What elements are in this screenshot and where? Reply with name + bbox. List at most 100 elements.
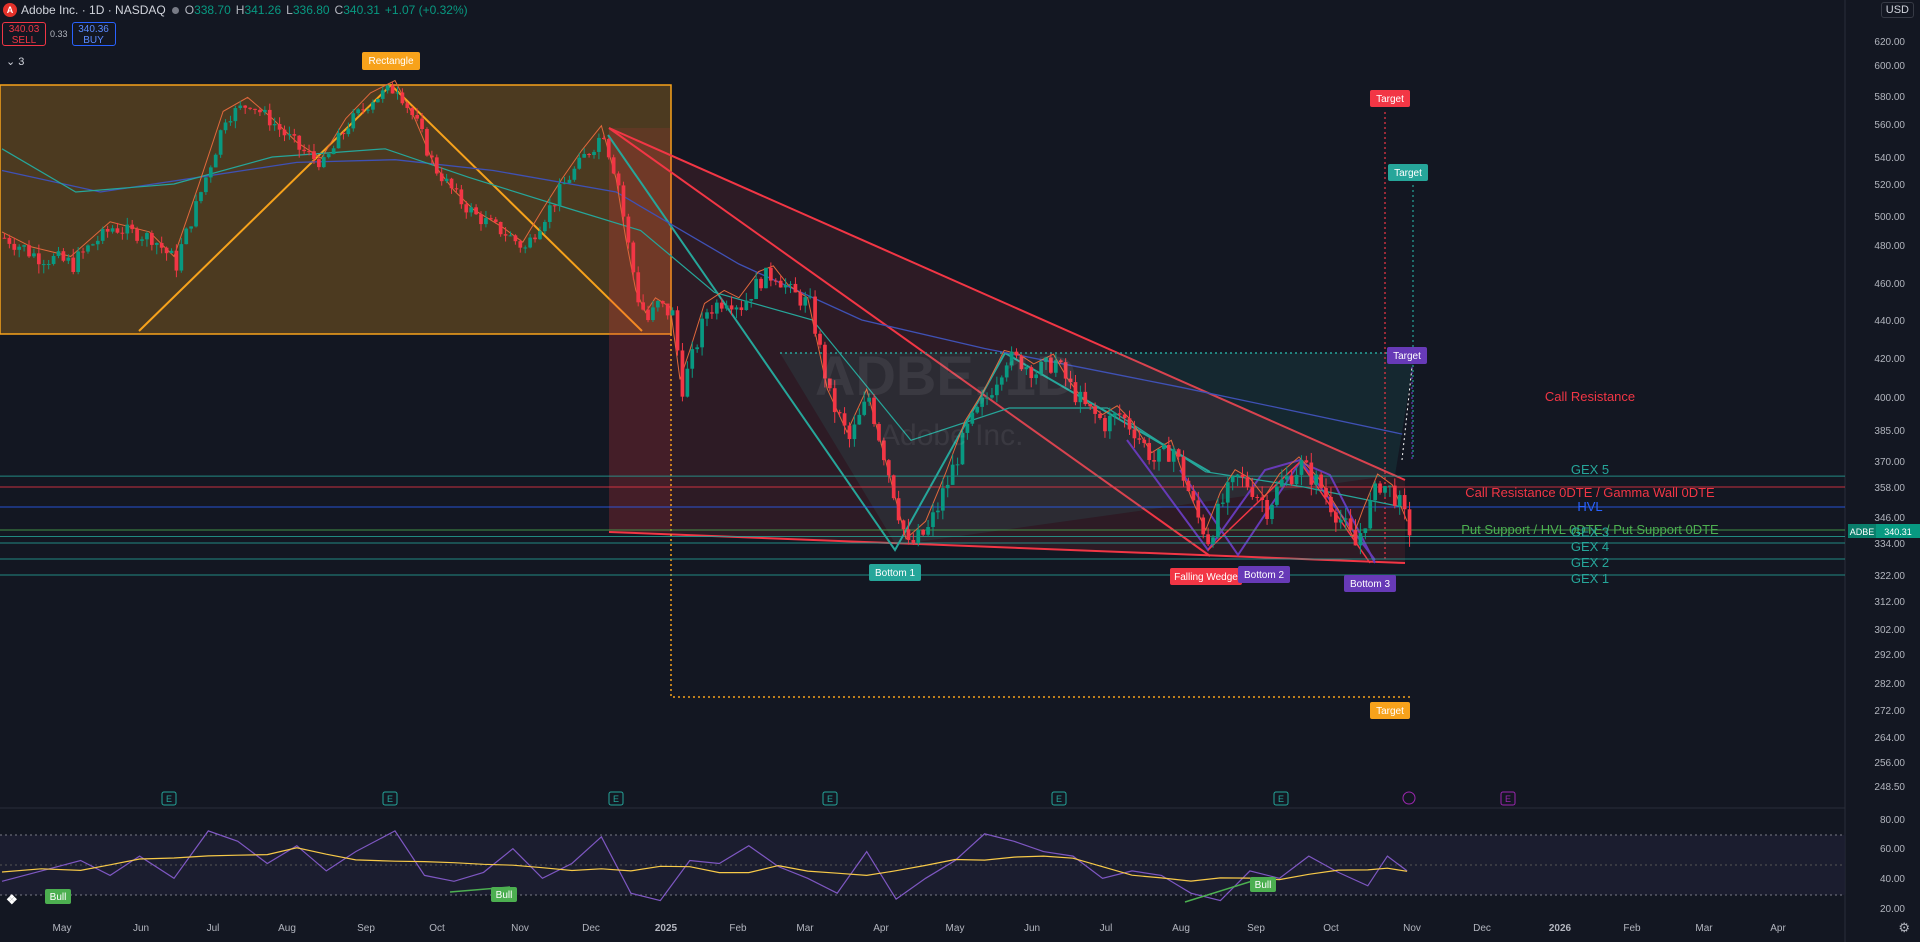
candle-body	[12, 243, 17, 250]
earnings-marker[interactable]	[161, 791, 177, 806]
candle-body	[1137, 438, 1142, 440]
candle-body	[405, 103, 410, 108]
wedge-lower	[608, 531, 1406, 564]
candle-body	[611, 157, 616, 174]
price-tick: 312.00	[1874, 597, 1905, 608]
falling-wedge-shade-a	[609, 128, 671, 532]
candle-body	[1132, 429, 1137, 439]
candle-body	[690, 349, 695, 369]
double-bottom-shade	[780, 353, 1415, 545]
candle-body	[1068, 378, 1073, 383]
tradingview-logo-icon[interactable]: ❖	[6, 892, 18, 907]
bull-label-3-bg	[1250, 877, 1276, 892]
candle-body	[1279, 479, 1284, 487]
candle-body	[936, 510, 940, 513]
earnings-marker[interactable]	[822, 791, 838, 806]
price-axis[interactable]: 620.00 600.00 580.00 560.00 540.00 520.00 500.…	[1874, 37, 1905, 793]
candle-body	[754, 278, 758, 300]
candle-body	[538, 231, 542, 240]
candle-body	[518, 241, 523, 248]
candle-body	[592, 151, 596, 156]
candle-body	[827, 378, 832, 389]
candle-body	[1402, 495, 1407, 510]
candle-body	[921, 529, 926, 535]
price-tick: 272.00	[1874, 706, 1905, 717]
candle-body	[488, 218, 493, 220]
candle-body	[985, 397, 989, 399]
candle-body	[208, 167, 213, 178]
candle-body	[1157, 448, 1161, 462]
candle-body	[336, 132, 341, 149]
symbol-title[interactable]: Adobe Inc. · 1D · NASDAQ	[21, 3, 166, 17]
chevron-down-icon: ⌄	[6, 56, 16, 68]
price-tick: 420.00	[1874, 354, 1905, 365]
candle-body	[17, 246, 22, 250]
currency-selector[interactable]: USD	[1880, 2, 1914, 18]
candle-body	[646, 309, 650, 321]
candle-body	[420, 118, 424, 130]
sell-button[interactable]: 340.03 SELL	[2, 22, 46, 46]
earnings-marker-label: E	[827, 794, 833, 804]
earnings-marker-label: E	[387, 794, 393, 804]
candle-body	[823, 344, 827, 379]
earnings-marker[interactable]	[1273, 791, 1289, 806]
candle-body	[1324, 488, 1328, 497]
candle-body	[508, 235, 513, 237]
price-tick: 302.00	[1874, 625, 1905, 636]
candle-body	[1255, 496, 1260, 498]
candle-body	[552, 205, 557, 207]
candle-body	[813, 296, 817, 334]
candle-body	[710, 312, 714, 314]
candle-body	[1338, 519, 1343, 523]
last-price-symbol-bg	[1848, 524, 1876, 538]
gear-icon[interactable]: ⚙	[1898, 920, 1910, 935]
candle-body	[852, 424, 857, 440]
candle-body	[1196, 500, 1201, 518]
bottom3-bg	[1344, 575, 1396, 592]
rsi-series	[1, 830, 1408, 902]
candle-body	[1019, 355, 1024, 370]
gex-levels: Call Resistance GEX 5 Call Resistance 0DTE…	[0, 389, 1845, 586]
candle-body	[764, 267, 768, 289]
candle-body	[479, 214, 483, 225]
candle-body	[1383, 486, 1387, 493]
ohlc-open: O338.70	[184, 3, 231, 17]
last-price-symbol: ADBE	[1850, 527, 1875, 537]
candle-body	[567, 179, 572, 184]
candle-body	[1235, 474, 1240, 477]
dividend-icon[interactable]	[1402, 791, 1416, 805]
time-axis[interactable]: May Jun Jul Aug Sep Oct Nov Dec 2025 Feb Mar Apr May…	[53, 923, 1787, 934]
candle-body	[1181, 456, 1186, 481]
candle-body	[149, 233, 154, 245]
candle-body	[498, 221, 503, 235]
earnings-marker[interactable]	[1051, 791, 1067, 806]
earnings-marker[interactable]	[608, 791, 624, 806]
candle-body	[1103, 418, 1107, 432]
candle-body	[32, 253, 36, 257]
candle-body	[1186, 480, 1191, 492]
candle-body	[184, 228, 189, 245]
rsi-ma-line	[1, 847, 1408, 882]
spread-value: 0.33	[50, 29, 68, 39]
candle-body	[223, 122, 228, 131]
indicator-toggle[interactable]: ⌄ 3	[6, 55, 24, 68]
candle-body	[218, 130, 223, 155]
price-tick: 400.00	[1874, 393, 1905, 404]
candle-body	[523, 247, 528, 249]
rsi-tick: 20.00	[1880, 904, 1905, 915]
candle-body	[1240, 474, 1245, 478]
earnings-marker[interactable]	[1500, 791, 1516, 806]
candle-body	[1343, 518, 1348, 520]
purple-target-bg	[1387, 347, 1427, 364]
earnings-marker[interactable]	[382, 791, 398, 806]
candle-body	[793, 283, 798, 293]
buy-price: 340.36	[78, 24, 109, 35]
red-target-bg	[1370, 90, 1410, 107]
candle-body	[783, 284, 788, 288]
candle-body	[454, 188, 459, 190]
buy-button[interactable]: 340.36 BUY	[71, 22, 116, 46]
candle-body	[341, 132, 346, 135]
time-tick: Aug	[278, 923, 296, 934]
